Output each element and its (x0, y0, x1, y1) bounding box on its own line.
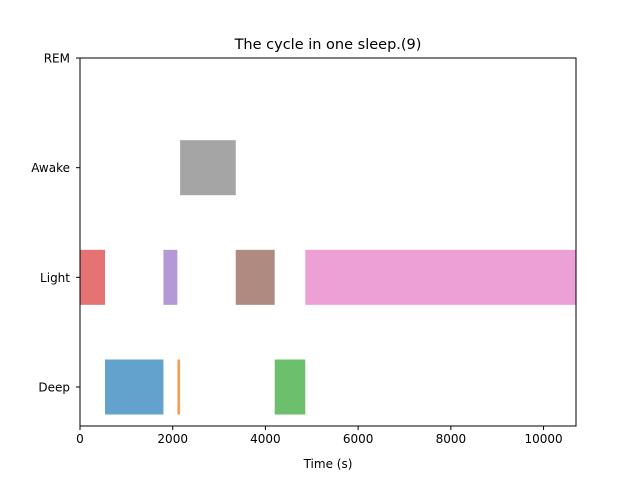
axes-layer: 0 2000 4000 6000 8000 10000 Deep Light Awake REM (31, 52, 562, 447)
x-tick-label-10000: 10000 (524, 432, 562, 446)
plot-frame (79, 57, 577, 427)
segment-light-2 (163, 249, 178, 305)
x-tick-label-8000: 8000 (436, 432, 467, 446)
segment-light-7 (305, 249, 576, 305)
y-tick-label-awake: Awake (31, 161, 70, 175)
x-tick-label-2000: 2000 (157, 432, 188, 446)
segment-deep-6 (274, 359, 306, 415)
y-tick-label-deep: Deep (38, 381, 70, 395)
segment-deep-3 (177, 359, 181, 415)
segment-light-0 (80, 249, 106, 305)
y-tick-label-rem: REM (44, 52, 70, 66)
x-tick-label-4000: 4000 (250, 432, 281, 446)
segment-awake-4 (180, 140, 236, 196)
x-tick-label-6000: 6000 (343, 432, 374, 446)
segment-deep-1 (105, 359, 164, 415)
x-tick-label-0: 0 (76, 432, 84, 446)
x-axis-label: Time (s) (303, 457, 353, 471)
segments-layer (80, 140, 576, 415)
y-tick-label-light: Light (40, 271, 70, 285)
segment-light-5 (235, 249, 275, 305)
chart-title: The cycle in one sleep.(9) (234, 37, 422, 53)
